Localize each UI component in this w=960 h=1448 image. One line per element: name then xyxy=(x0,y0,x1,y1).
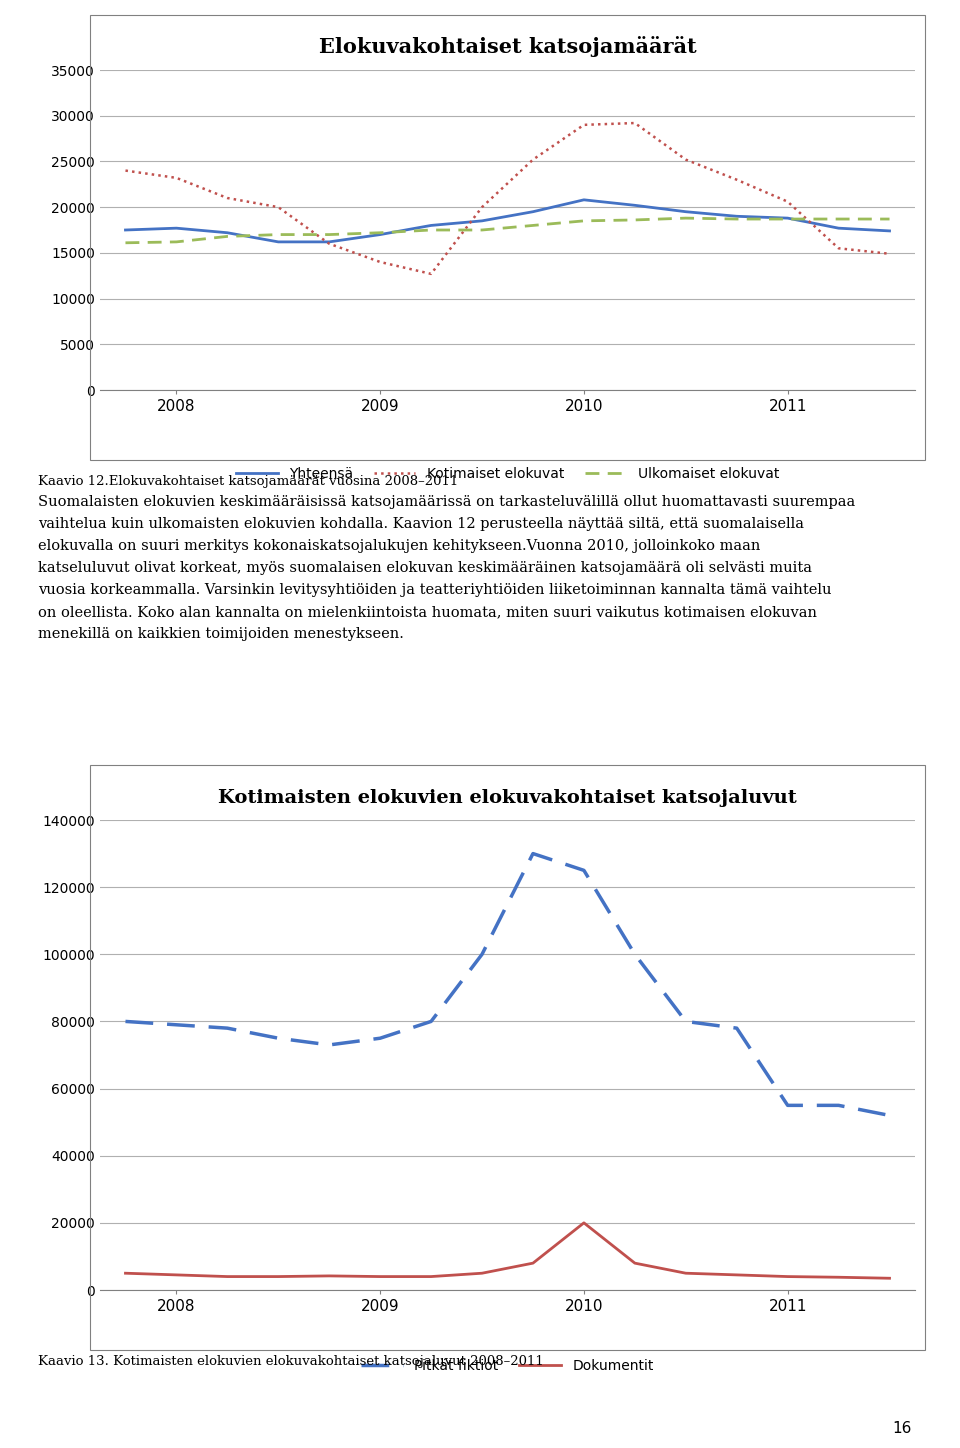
Text: 16: 16 xyxy=(893,1422,912,1436)
Text: Kaavio 13. Kotimaisten elokuvien elokuvakohtaiset katsojaluvut 2008–2011: Kaavio 13. Kotimaisten elokuvien elokuva… xyxy=(38,1355,544,1368)
Legend: Pitkät fiktiot, Dokumentit: Pitkät fiktiot, Dokumentit xyxy=(356,1354,660,1378)
Text: menekillä on kaikkien toimijoiden menestykseen.: menekillä on kaikkien toimijoiden menest… xyxy=(38,627,404,641)
Text: vuosia korkeammalla. Varsinkin levitysyhtiöiden ja teatteriyhtiöiden liiketoimin: vuosia korkeammalla. Varsinkin levitysyh… xyxy=(38,584,832,597)
Text: katseluluvut olivat korkeat, myös suomalaisen elokuvan keskimääräinen katsojamää: katseluluvut olivat korkeat, myös suomal… xyxy=(38,560,812,575)
Title: Kotimaisten elokuvien elokuvakohtaiset katsojaluvut: Kotimaisten elokuvien elokuvakohtaiset k… xyxy=(218,789,797,808)
Legend: Yhteensä, Kotimaiset elokuvat, Ulkomaiset elokuvat: Yhteensä, Kotimaiset elokuvat, Ulkomaise… xyxy=(230,460,784,487)
Text: Suomalaisten elokuvien keskimääräisissä katsojamäärissä on tarkasteluvälillä oll: Suomalaisten elokuvien keskimääräisissä … xyxy=(38,495,855,510)
Text: Kaavio 12.Elokuvakohtaiset katsojamäärät vuosina 2008–2011: Kaavio 12.Elokuvakohtaiset katsojamäärät… xyxy=(38,475,459,488)
Text: vaihtelua kuin ulkomaisten elokuvien kohdalla. Kaavion 12 perusteella näyttää si: vaihtelua kuin ulkomaisten elokuvien koh… xyxy=(38,517,804,531)
Title: Elokuvakohtaiset katsojamäärät: Elokuvakohtaiset katsojamäärät xyxy=(319,36,696,58)
Text: on oleellista. Koko alan kannalta on mielenkiintoista huomata, miten suuri vaiku: on oleellista. Koko alan kannalta on mie… xyxy=(38,605,817,618)
Text: elokuvalla on suuri merkitys kokonaiskatsojalukujen kehitykseen.Vuonna 2010, jol: elokuvalla on suuri merkitys kokonaiskat… xyxy=(38,539,760,553)
